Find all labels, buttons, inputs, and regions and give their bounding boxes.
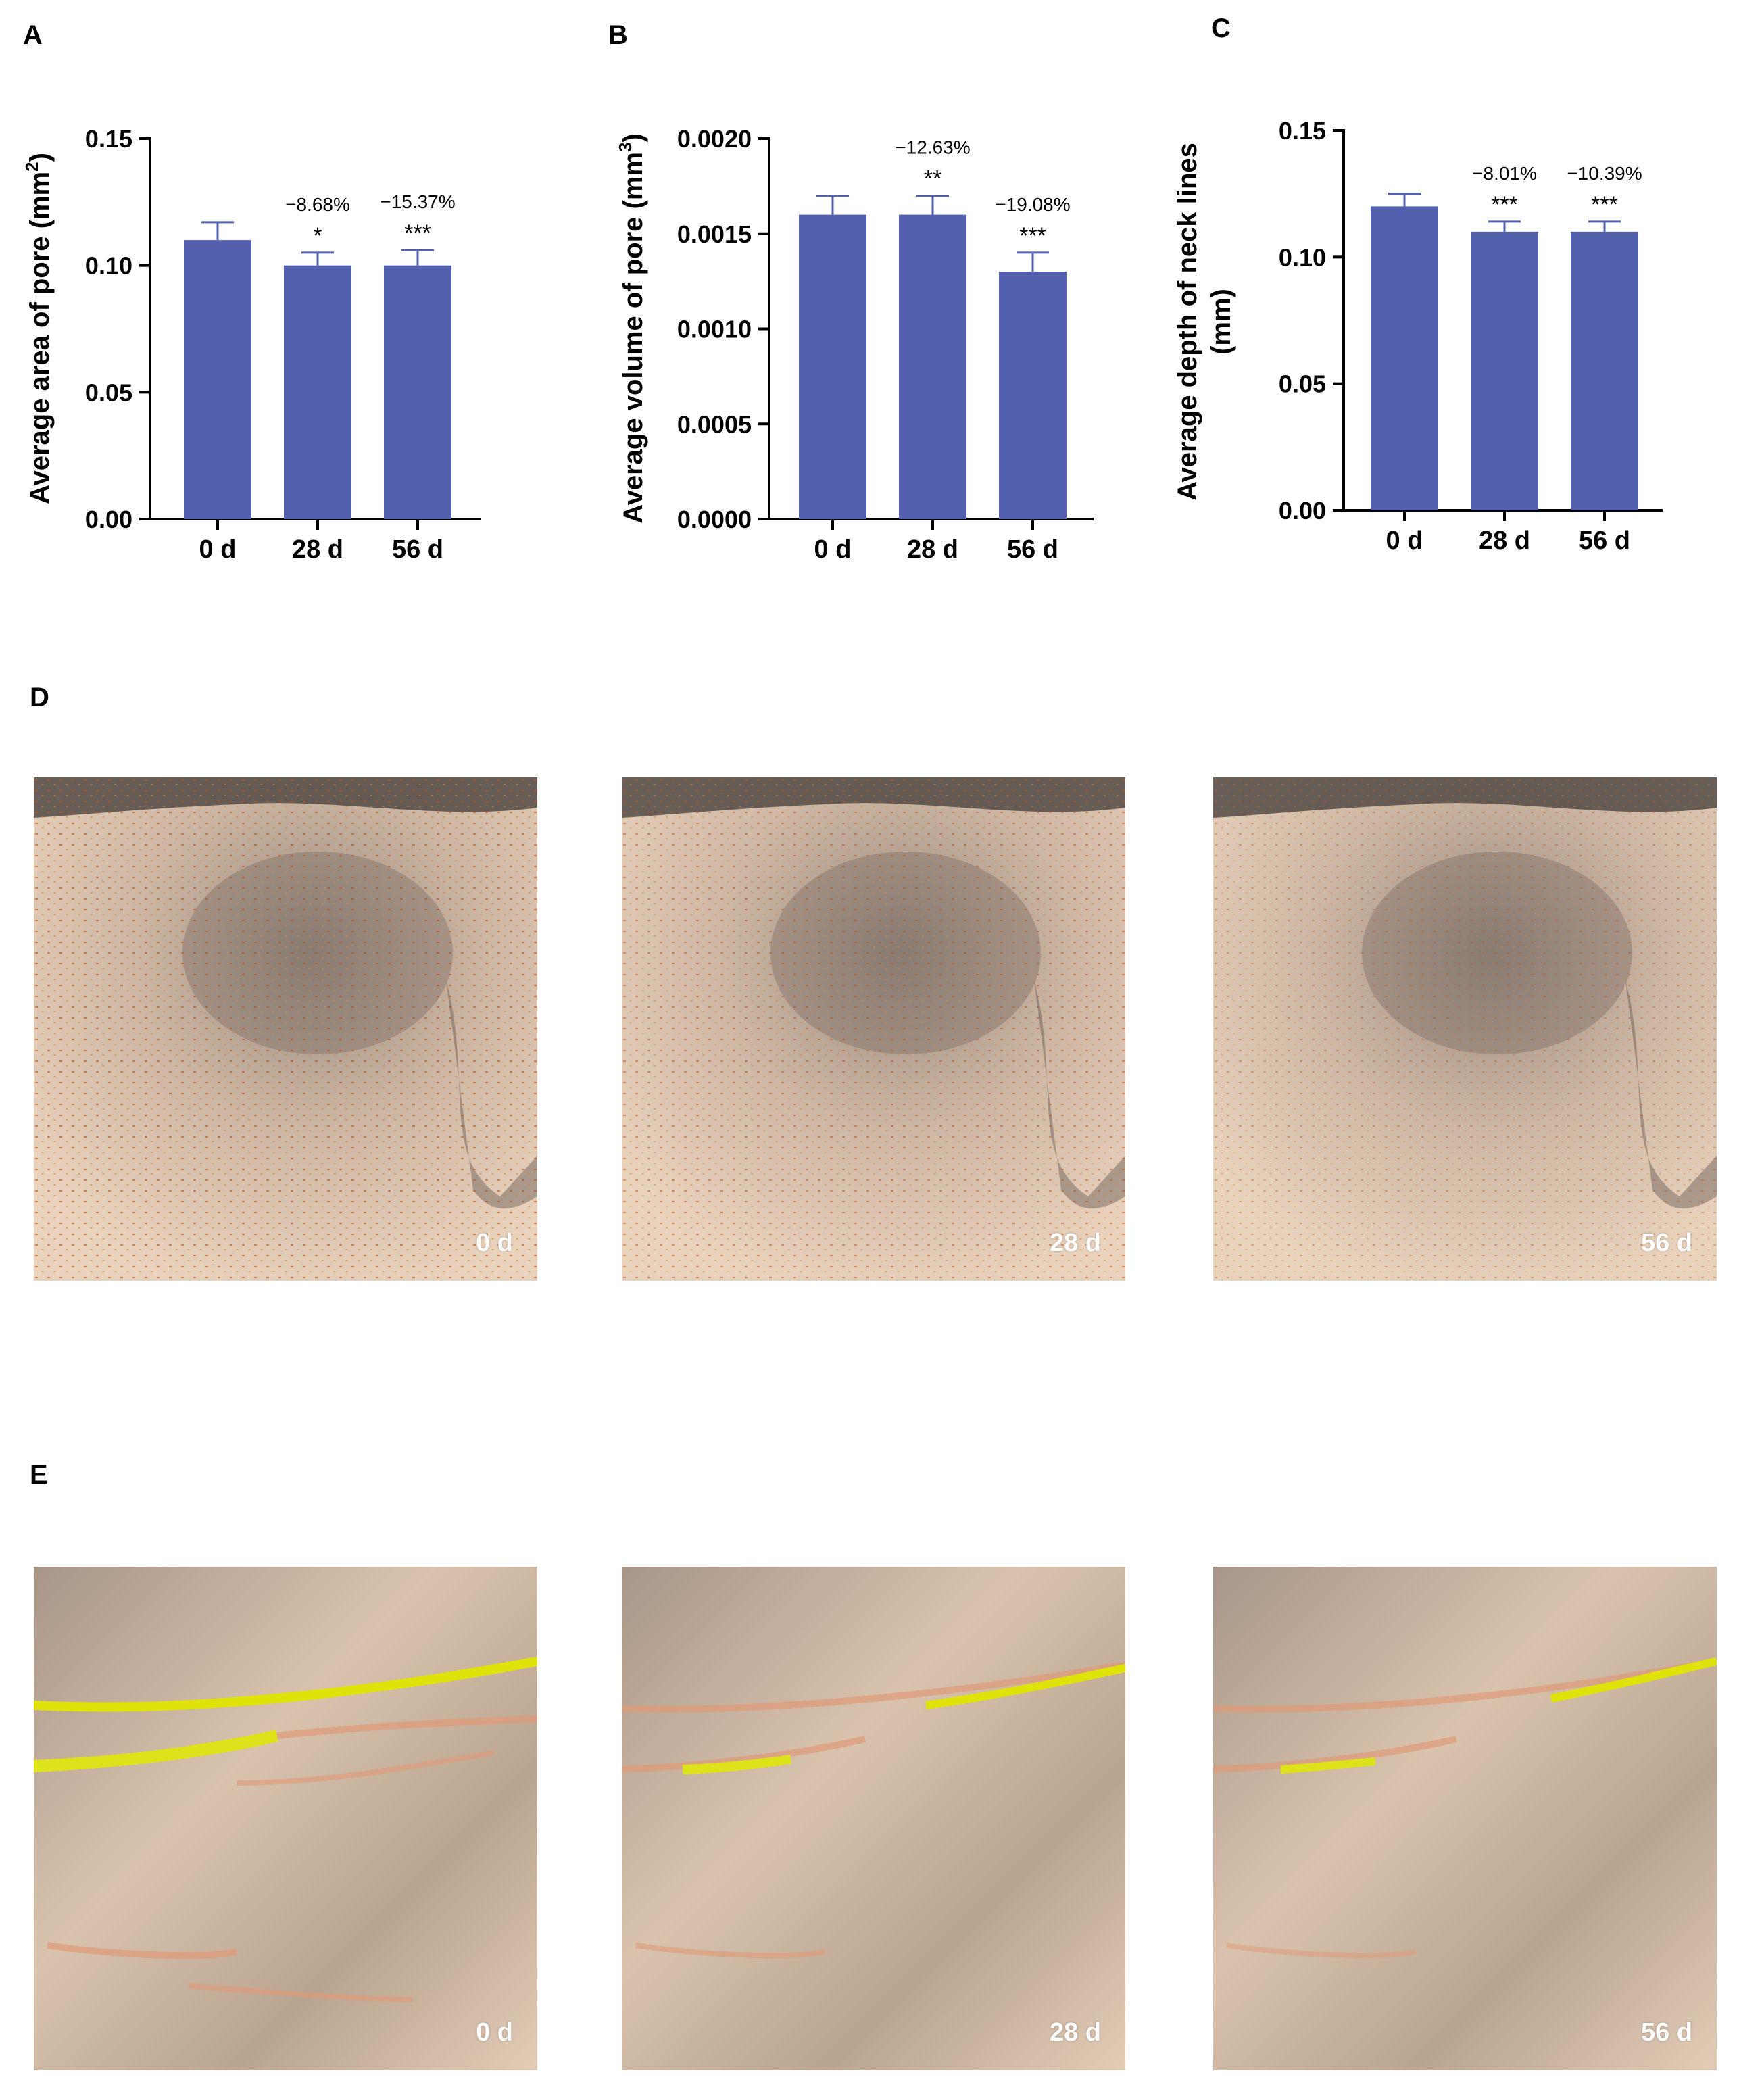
y-axis-label: Average depth of neck lines bbox=[1173, 143, 1202, 501]
pore-map-illustration bbox=[622, 777, 1125, 1281]
pore-map-illustration bbox=[34, 777, 537, 1281]
y-tick-label: 0.0020 bbox=[677, 125, 752, 153]
x-tick-label: 28 d bbox=[907, 535, 958, 564]
y-axis-label: Average volume of pore (mm3) bbox=[615, 133, 648, 524]
bar bbox=[799, 214, 866, 519]
significance-marker: *** bbox=[1491, 192, 1518, 218]
neck-line-image-0d: 0 d bbox=[34, 1567, 537, 2070]
y-tick-label: 0.0010 bbox=[677, 316, 752, 343]
x-tick-label: 56 d bbox=[1579, 527, 1630, 555]
pore-image-56d: 56 d bbox=[1213, 777, 1717, 1281]
neck-line-illustration bbox=[622, 1567, 1125, 2070]
image-caption: 28 d bbox=[1049, 2018, 1101, 2047]
significance-marker: * bbox=[313, 223, 322, 249]
pore-image-28d: 28 d bbox=[622, 777, 1125, 1281]
neck-line-illustration bbox=[34, 1567, 537, 2070]
bar-chart-neck-line-depth: 0.00 0.05 0.10 0.15 Average depth of neck li… bbox=[1173, 117, 1663, 555]
panel-label-b: B bbox=[608, 20, 628, 50]
bar bbox=[284, 265, 351, 519]
significance-marker: *** bbox=[1591, 192, 1618, 218]
neck-line-image-28d: 28 d bbox=[622, 1567, 1125, 2070]
y-tick-label: 0.00 bbox=[85, 506, 132, 533]
panel-label-d: D bbox=[30, 683, 49, 712]
panel-label-a: A bbox=[23, 20, 43, 50]
percent-change-label: −15.37% bbox=[380, 191, 455, 212]
y-tick-label: 0.0005 bbox=[677, 410, 752, 438]
y-tick-label: 0.15 bbox=[85, 125, 132, 153]
bar-chart-pore-volume: 0.0000 0.0005 0.0010 0.0015 0.0020 Average vo… bbox=[615, 125, 1094, 564]
x-tick-label: 28 d bbox=[1479, 527, 1530, 555]
neck-line-illustration bbox=[1213, 1567, 1717, 2070]
y-axis-label-line2: (mm) bbox=[1206, 289, 1236, 355]
y-tick-label: 0.10 bbox=[85, 252, 132, 280]
pore-image-0d: 0 d bbox=[34, 777, 537, 1281]
y-axis-label: Average area of pore (mm2) bbox=[22, 153, 55, 504]
percent-change-label: −10.39% bbox=[1567, 163, 1642, 184]
y-tick-label: 0.0000 bbox=[677, 506, 752, 533]
bar bbox=[1571, 231, 1638, 510]
bar bbox=[1371, 206, 1438, 510]
percent-change-label: −8.01% bbox=[1472, 163, 1537, 184]
bar bbox=[1471, 231, 1538, 510]
image-caption: 0 d bbox=[476, 1229, 513, 1257]
y-tick-label: 0.05 bbox=[1279, 370, 1326, 398]
percent-change-label: −12.63% bbox=[895, 137, 970, 157]
bar bbox=[184, 240, 251, 519]
y-tick-label: 0.10 bbox=[1279, 243, 1326, 271]
percent-change-label: −8.68% bbox=[285, 194, 350, 215]
x-tick-label: 56 d bbox=[1007, 535, 1058, 564]
significance-marker: *** bbox=[1019, 223, 1046, 249]
pore-map-illustration bbox=[1213, 777, 1717, 1281]
bar bbox=[384, 265, 451, 519]
neck-line-image-56d: 56 d bbox=[1213, 1567, 1717, 2070]
x-tick-label: 0 d bbox=[814, 535, 852, 564]
bar bbox=[899, 214, 966, 519]
significance-marker: ** bbox=[924, 166, 941, 191]
panel-label-c: C bbox=[1211, 14, 1231, 43]
panel-label-e: E bbox=[30, 1460, 48, 1490]
percent-change-label: −19.08% bbox=[995, 194, 1070, 215]
y-tick-label: 0.15 bbox=[1279, 117, 1326, 145]
bar-chart-pore-area: 0.00 0.05 0.10 0.15 Average area of pore (mm… bbox=[22, 125, 481, 564]
image-caption: 56 d bbox=[1640, 1229, 1692, 1257]
x-tick-label: 0 d bbox=[199, 535, 237, 564]
significance-marker: *** bbox=[404, 220, 431, 246]
x-tick-label: 0 d bbox=[1386, 527, 1423, 555]
image-caption: 28 d bbox=[1049, 1229, 1101, 1257]
y-tick-label: 0.0015 bbox=[677, 220, 752, 248]
y-tick-label: 0.00 bbox=[1279, 497, 1326, 524]
image-caption: 56 d bbox=[1640, 2018, 1692, 2047]
x-tick-label: 28 d bbox=[292, 535, 343, 564]
y-tick-label: 0.05 bbox=[85, 379, 132, 406]
x-tick-label: 56 d bbox=[392, 535, 443, 564]
image-caption: 0 d bbox=[476, 2018, 513, 2047]
bar bbox=[999, 272, 1067, 519]
